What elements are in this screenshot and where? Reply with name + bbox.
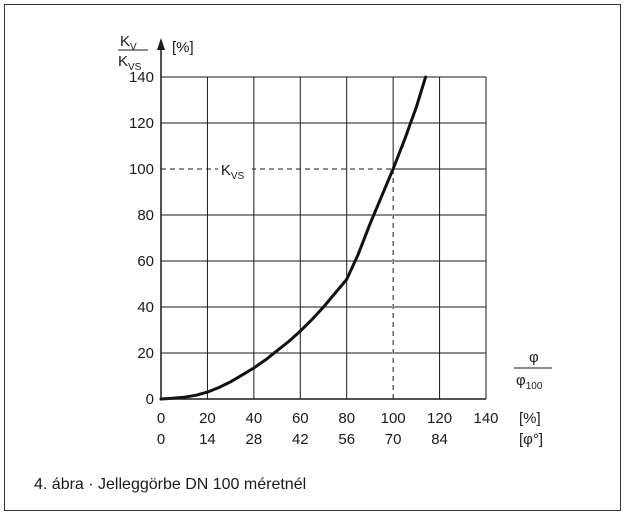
x-tick-label: 40 [246,410,263,427]
figure-caption: 4. ábra · Jelleggörbe DN 100 méretnél [34,476,307,493]
x-tick-label: 60 [292,410,309,427]
y-unit-label: [%] [172,39,194,56]
y-tick-label: 140 [129,69,154,86]
y-tick-label: 100 [129,161,154,178]
x2-tick-label: 0 [157,431,165,448]
kvs-annotation: KVS [221,162,245,182]
x-tick-label: 140 [473,410,498,427]
x-unit-degree: [φ°] [519,431,543,448]
x-tick-label: 120 [427,410,452,427]
y-tick-label: 20 [137,345,154,362]
x2-tick-label: 42 [292,431,309,448]
kvs-label-background [217,159,252,179]
y-label-denominator: KVS [118,53,142,73]
y-tick-label: 80 [137,207,154,224]
x-tick-label: 80 [338,410,355,427]
axes [157,38,486,400]
series-line-1 [159,75,428,401]
x2-tick-label: 28 [246,431,263,448]
x-label-denominator: φ100 [516,372,543,392]
x-tick-labels: 0 20 40 60 80 100 120 140 [157,410,499,427]
y-axis-arrow [157,38,165,50]
x2-tick-label: 56 [338,431,355,448]
y-tick-label: 0 [146,391,154,408]
x2-tick-labels: 0 14 28 42 56 70 84 [157,431,448,448]
y-tick-label: 60 [137,253,154,270]
series-layer [159,75,428,401]
y-tick-label: 40 [137,299,154,316]
x-tick-label: 20 [199,410,216,427]
x2-tick-label: 70 [385,431,402,448]
x2-tick-label: 84 [431,431,448,448]
x-tick-label: 100 [381,410,406,427]
y-label-numerator: KV [120,33,137,53]
y-tick-labels: 0 20 40 60 80 100 120 140 [129,69,154,408]
x-label-numerator: φ [529,349,539,366]
x-unit-percent: [%] [519,410,541,427]
grid [161,76,487,399]
x2-tick-label: 14 [199,431,216,448]
y-tick-label: 120 [129,115,154,132]
reference-lines [161,168,486,399]
x-tick-label: 0 [157,410,165,427]
figure-frame [4,4,621,511]
